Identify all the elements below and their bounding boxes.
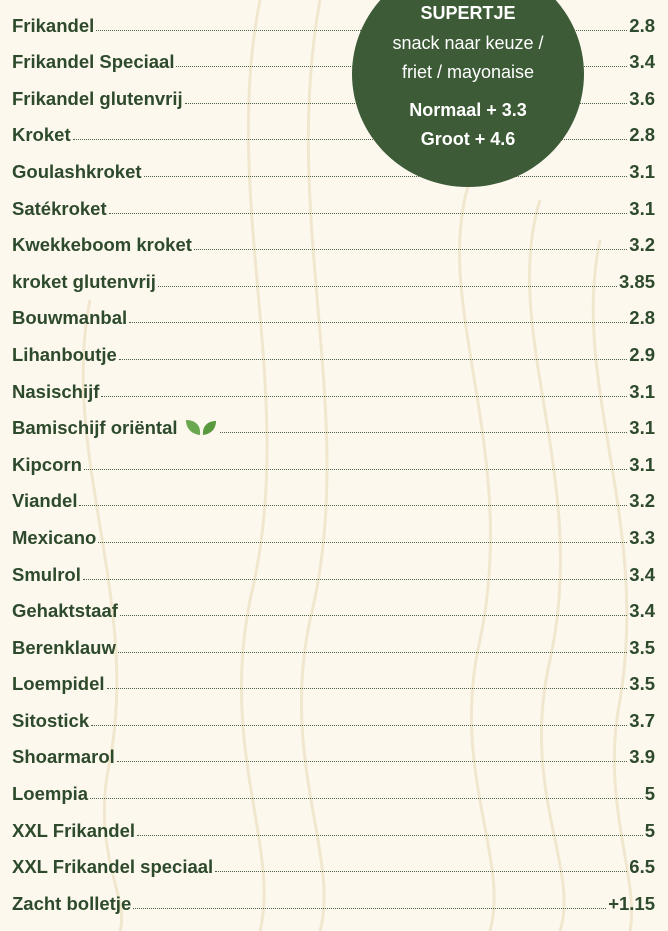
item-price: 3.4	[629, 564, 655, 591]
item-price: 3.2	[629, 490, 655, 517]
item-price: 3.4	[629, 600, 655, 627]
badge-line: friet / mayonaise	[352, 62, 584, 83]
item-name: Loempidel	[12, 673, 105, 700]
badge-line: snack naar keuze /	[352, 33, 584, 54]
menu-item: Bamischijf oriëntal 3.1	[12, 408, 655, 445]
item-price: 3.4	[629, 51, 655, 78]
dot-leader	[133, 908, 606, 909]
item-name: Lihanboutje	[12, 344, 117, 371]
dot-leader	[137, 835, 643, 836]
item-name: Smulrol	[12, 564, 81, 591]
badge-option: Normaal + 3.3	[352, 100, 584, 121]
menu-item: Mexicano 3.3	[12, 517, 655, 554]
item-price: 6.5	[629, 856, 655, 883]
dot-leader	[98, 542, 627, 543]
menu-item: Bouwmanbal 2.8	[12, 298, 655, 335]
menu-item: Sitostick 3.7	[12, 700, 655, 737]
badge-option: Groot + 4.6	[352, 129, 584, 150]
item-price: 3.1	[629, 161, 655, 188]
dot-leader	[90, 798, 643, 799]
item-name: Satékroket	[12, 198, 107, 225]
dot-leader	[79, 505, 627, 506]
dot-leader	[117, 761, 627, 762]
item-price: 3.1	[629, 454, 655, 481]
item-price: 2.9	[629, 344, 655, 371]
dot-leader	[119, 359, 627, 360]
item-name: Loempia	[12, 783, 88, 810]
dot-leader	[220, 432, 628, 433]
item-price: 3.5	[629, 673, 655, 700]
menu-item: kroket glutenvrij 3.85	[12, 261, 655, 298]
item-name: Goulashkroket	[12, 161, 142, 188]
item-name: kroket glutenvrij	[12, 271, 156, 298]
item-price: 2.8	[629, 15, 655, 42]
menu-item: Zacht bolletje +1.15	[12, 883, 655, 920]
menu-item: Smulrol 3.4	[12, 554, 655, 591]
item-name: Shoarmarol	[12, 746, 115, 773]
menu-item: Lihanboutje 2.9	[12, 334, 655, 371]
item-price: 2.8	[629, 124, 655, 151]
dot-leader	[144, 176, 628, 177]
menu-item: XXL Frikandel 5	[12, 810, 655, 847]
item-price: 5	[645, 783, 655, 810]
item-name: Sitostick	[12, 710, 89, 737]
item-price: 3.9	[629, 746, 655, 773]
dot-leader	[84, 469, 627, 470]
dot-leader	[109, 213, 628, 214]
menu-item: Berenklauw 3.5	[12, 627, 655, 664]
item-price: 3.85	[619, 271, 655, 298]
item-name: XXL Frikandel	[12, 820, 135, 847]
item-name: Gehaktstaaf	[12, 600, 118, 627]
menu-item: Satékroket 3.1	[12, 188, 655, 225]
menu-item: Gehaktstaaf 3.4	[12, 591, 655, 628]
menu-item: Nasischijf 3.1	[12, 371, 655, 408]
menu-item: Loempia 5	[12, 773, 655, 810]
item-price: 3.7	[629, 710, 655, 737]
menu-item: Kwekkeboom kroket 3.2	[12, 225, 655, 262]
item-name: Berenklauw	[12, 637, 116, 664]
item-name: Frikandel glutenvrij	[12, 88, 183, 115]
menu-item: Viandel 3.2	[12, 481, 655, 518]
dot-leader	[215, 871, 627, 872]
item-name: Frikandel Speciaal	[12, 51, 174, 78]
dot-leader	[194, 249, 627, 250]
dot-leader	[83, 579, 627, 580]
item-price: 3.5	[629, 637, 655, 664]
item-name: Bamischijf oriëntal	[12, 417, 178, 444]
item-price: +1.15	[608, 893, 655, 920]
dot-leader	[107, 688, 628, 689]
dot-leader	[91, 725, 627, 726]
leaf-icon	[184, 418, 218, 436]
menu-item: Goulashkroket 3.1	[12, 151, 655, 188]
item-name: Frikandel	[12, 15, 94, 42]
item-price: 3.3	[629, 527, 655, 554]
item-price: 3.2	[629, 234, 655, 261]
item-name: Viandel	[12, 490, 77, 517]
dot-leader	[101, 396, 627, 397]
dot-leader	[158, 286, 617, 287]
menu-item: Kipcorn 3.1	[12, 444, 655, 481]
dot-leader	[120, 615, 627, 616]
page: SUPERTJE snack naar keuze / friet / mayo…	[0, 0, 668, 931]
menu-item: Shoarmarol 3.9	[12, 737, 655, 774]
dot-leader	[129, 322, 627, 323]
item-name: Kwekkeboom kroket	[12, 234, 192, 261]
item-price: 3.1	[629, 198, 655, 225]
item-name: Kroket	[12, 124, 71, 151]
menu-item: Loempidel 3.5	[12, 664, 655, 701]
item-price: 3.1	[629, 381, 655, 408]
item-name: Kipcorn	[12, 454, 82, 481]
menu-item: XXL Frikandel speciaal 6.5	[12, 847, 655, 884]
item-name: Mexicano	[12, 527, 96, 554]
item-name: Nasischijf	[12, 381, 99, 408]
item-price: 3.1	[629, 417, 655, 444]
item-name: XXL Frikandel speciaal	[12, 856, 213, 883]
item-price: 3.6	[629, 88, 655, 115]
item-price: 2.8	[629, 307, 655, 334]
dot-leader	[118, 652, 627, 653]
badge-title: SUPERTJE	[352, 3, 584, 24]
item-name: Bouwmanbal	[12, 307, 127, 334]
item-name: Zacht bolletje	[12, 893, 131, 920]
item-price: 5	[645, 820, 655, 847]
